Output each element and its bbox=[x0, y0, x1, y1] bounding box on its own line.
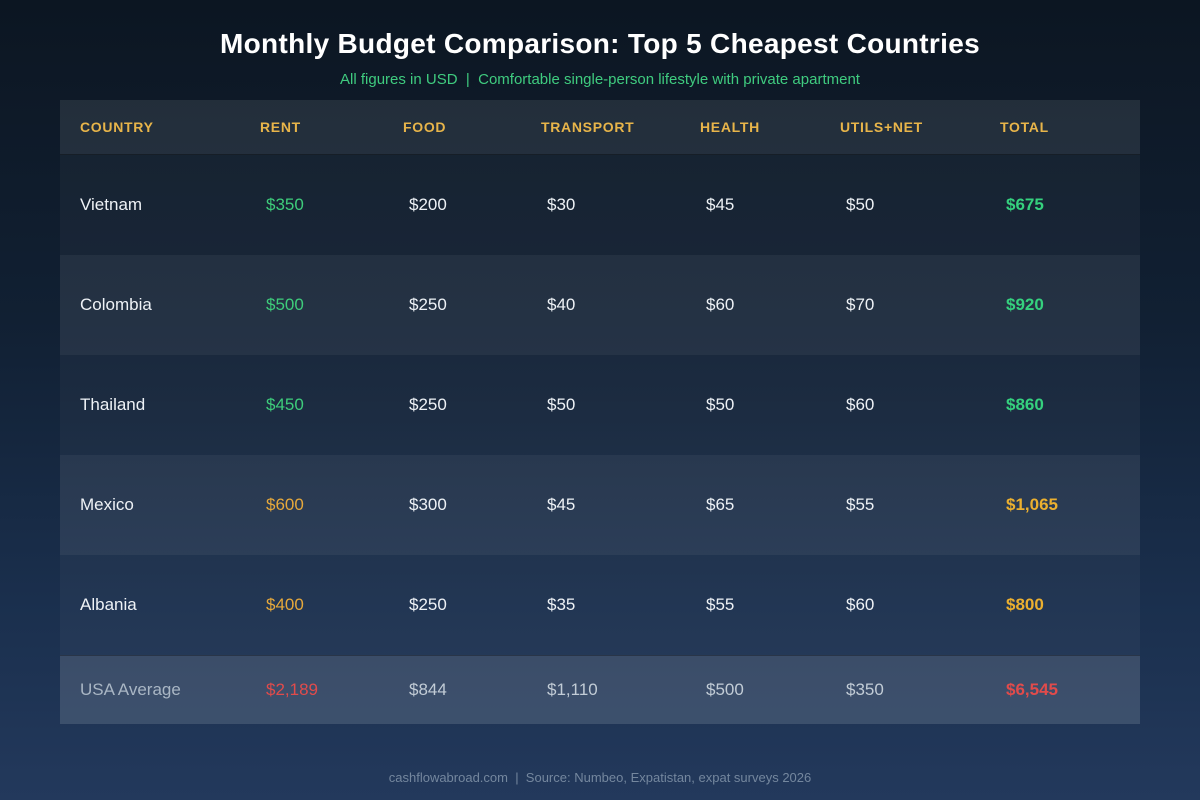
cell-utils: $50 bbox=[846, 195, 875, 214]
cell-country: Mexico bbox=[80, 495, 134, 514]
cell-total: $675 bbox=[1006, 195, 1044, 214]
cell-utils: $350 bbox=[846, 680, 884, 699]
column-header-country: COUNTRY bbox=[80, 119, 154, 135]
column-header-utils: UTILS+NET bbox=[840, 119, 923, 135]
cell-utils: $55 bbox=[846, 495, 875, 514]
cell-country: Albania bbox=[80, 595, 137, 614]
cell-transport: $1,110 bbox=[547, 680, 598, 699]
table-row-colombia: Colombia $500 $250 $40 $60 $70 $920 bbox=[60, 255, 1140, 355]
table-row-thailand: Thailand $450 $250 $50 $50 $60 $860 bbox=[60, 355, 1140, 455]
table-row-usa-average: USA Average $2,189 $844 $1,110 $500 $350… bbox=[60, 655, 1140, 724]
cell-rent: $2,189 bbox=[266, 680, 318, 699]
table-row-albania: Albania $400 $250 $35 $55 $60 $800 bbox=[60, 555, 1140, 655]
page-subtitle: All figures in USD | Comfortable single-… bbox=[340, 71, 860, 88]
cell-total: $920 bbox=[1006, 295, 1044, 314]
cell-total: $860 bbox=[1006, 395, 1044, 414]
cell-food: $200 bbox=[409, 195, 447, 214]
column-header-food: FOOD bbox=[403, 119, 447, 135]
cell-rent: $450 bbox=[266, 395, 304, 414]
cell-health: $55 bbox=[706, 595, 735, 614]
cell-utils: $60 bbox=[846, 595, 875, 614]
column-header-total: TOTAL bbox=[1000, 119, 1049, 135]
table-row-vietnam: Vietnam $350 $200 $30 $45 $50 $675 bbox=[60, 155, 1140, 255]
cell-food: $844 bbox=[409, 680, 447, 699]
cell-food: $250 bbox=[409, 395, 447, 414]
page-title: Monthly Budget Comparison: Top 5 Cheapes… bbox=[220, 28, 980, 59]
cell-food: $250 bbox=[409, 295, 447, 314]
table-header-row: COUNTRY RENT FOOD TRANSPORT HEALTH UTILS… bbox=[60, 100, 1140, 155]
cell-transport: $45 bbox=[547, 495, 576, 514]
cell-total: $1,065 bbox=[1006, 495, 1058, 514]
cell-rent: $350 bbox=[266, 195, 304, 214]
cell-total: $800 bbox=[1006, 595, 1044, 614]
cell-transport: $30 bbox=[547, 195, 576, 214]
cell-rent: $600 bbox=[266, 495, 304, 514]
table-row-mexico: Mexico $600 $300 $45 $65 $55 $1,065 bbox=[60, 455, 1140, 555]
cell-total: $6,545 bbox=[1006, 680, 1058, 699]
cell-utils: $70 bbox=[846, 295, 875, 314]
cell-food: $300 bbox=[409, 495, 447, 514]
cell-country: Colombia bbox=[80, 295, 152, 314]
cell-utils: $60 bbox=[846, 395, 875, 414]
footer-attribution: cashflowabroad.com | Source: Numbeo, Exp… bbox=[388, 770, 812, 785]
cell-rent: $400 bbox=[266, 595, 304, 614]
cell-health: $50 bbox=[706, 395, 735, 414]
cell-rent: $500 bbox=[266, 295, 304, 314]
cell-health: $60 bbox=[706, 295, 735, 314]
cell-transport: $35 bbox=[547, 595, 576, 614]
cell-country: Thailand bbox=[80, 395, 146, 414]
column-header-health: HEALTH bbox=[700, 119, 760, 135]
column-header-transport: TRANSPORT bbox=[541, 119, 635, 135]
cell-country: Vietnam bbox=[80, 195, 143, 214]
cell-transport: $50 bbox=[547, 395, 576, 414]
budget-comparison-table: COUNTRY RENT FOOD TRANSPORT HEALTH UTILS… bbox=[60, 100, 1140, 724]
cell-country: USA Average bbox=[80, 680, 181, 699]
cell-health: $45 bbox=[706, 195, 735, 214]
cell-health: $500 bbox=[706, 680, 744, 699]
cell-transport: $40 bbox=[547, 295, 576, 314]
cell-food: $250 bbox=[409, 595, 447, 614]
column-header-rent: RENT bbox=[260, 119, 301, 135]
cell-health: $65 bbox=[706, 495, 735, 514]
